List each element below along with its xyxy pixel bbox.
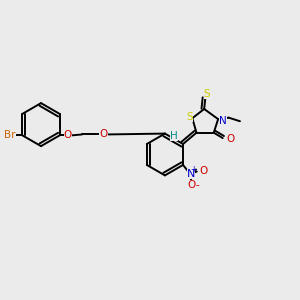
Text: N: N <box>187 169 195 179</box>
Text: O: O <box>64 130 72 140</box>
Text: H: H <box>170 131 178 141</box>
Text: S: S <box>187 112 193 122</box>
Text: N: N <box>219 116 227 126</box>
Text: S: S <box>204 89 211 99</box>
Text: O: O <box>187 180 195 190</box>
Text: O: O <box>199 166 207 176</box>
Text: O: O <box>226 134 235 144</box>
Text: -: - <box>196 180 199 190</box>
Text: O: O <box>99 130 108 140</box>
Text: Br: Br <box>4 130 16 140</box>
Text: +: + <box>190 165 197 174</box>
